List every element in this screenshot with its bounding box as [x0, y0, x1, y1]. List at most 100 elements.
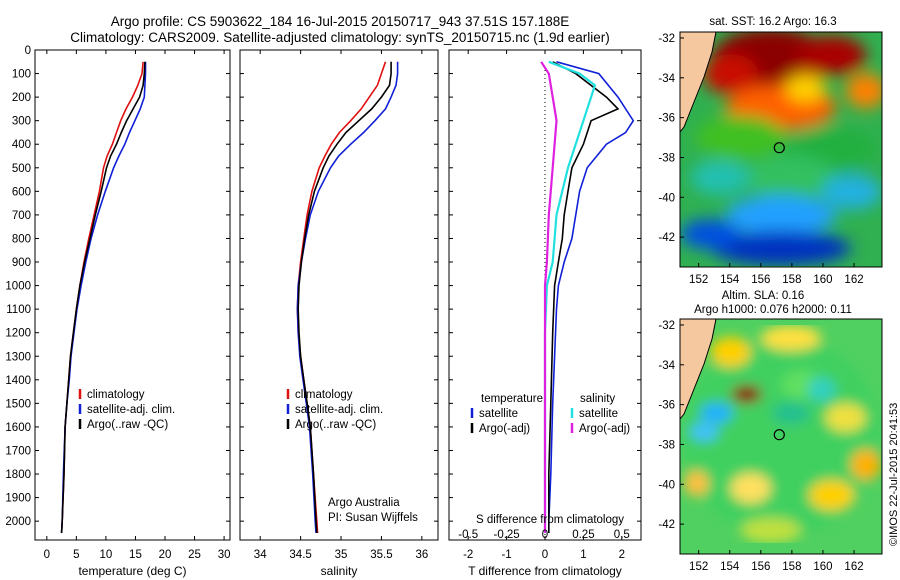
map-patch — [711, 230, 851, 266]
map-blobs — [681, 325, 881, 543]
map-y-tick-label: -34 — [658, 360, 675, 372]
land-mass — [680, 319, 717, 420]
x-tick-label-top: -0.25 — [493, 529, 519, 541]
y-tick-label: 1300 — [5, 351, 31, 363]
x-tick-label: -1 — [501, 549, 511, 561]
map-field — [680, 319, 882, 554]
map-x-tick-label: 158 — [782, 274, 801, 286]
map-patch — [700, 403, 733, 423]
y-tick-label: 400 — [12, 139, 31, 151]
map-y-tick-label: -42 — [658, 519, 675, 531]
map-patch — [730, 473, 771, 504]
map-frame — [679, 318, 883, 555]
map-patch — [740, 518, 801, 543]
x-tick-label: 25 — [188, 549, 201, 561]
x-tick-label: 10 — [100, 549, 113, 561]
profile-panel-3: -2 -1 0 1 2 T difference from climatology temp… — [448, 49, 642, 578]
sla-map: 152 154 156 158 160 162 -32 -34 -36 -38 -40 -42 Alti… — [658, 290, 883, 573]
series-group — [540, 60, 635, 540]
credit-text-wrap: ©IMOS 22-Jul-2015 20:41:53 — [874, 400, 900, 550]
y-tick-label: 1200 — [5, 328, 31, 340]
map-y-tick-label: -40 — [658, 479, 675, 491]
sst-map: 152 154 156 158 160 162 -32 -34 -36 -38 -40 -42 sat.… — [658, 16, 883, 286]
map-patch — [683, 471, 709, 496]
y-tick-label: 600 — [12, 186, 31, 198]
series-line-1 — [547, 61, 620, 533]
map-patch — [690, 160, 751, 196]
x-tick-label: 36 — [415, 549, 428, 561]
map-x-tick-label: 156 — [751, 561, 770, 573]
argo-location-marker — [773, 429, 785, 441]
map-field — [680, 32, 882, 267]
credit-text: ©IMOS 22-Jul-2015 20:41:53 — [888, 402, 900, 546]
legend-label: climatology — [295, 389, 353, 401]
map-patch — [746, 155, 837, 201]
x-tick-label-top: 0.5 — [614, 529, 630, 541]
x-tick-label-top: 0 — [542, 529, 548, 541]
map-x-tick-label: 154 — [720, 274, 740, 286]
map-y-tick-label: -42 — [658, 232, 675, 244]
chart-title-line2: Climatology: CARS2009. Satellite-adjuste… — [70, 30, 610, 45]
map-y-tick-label: -36 — [658, 400, 675, 412]
y-tick-label: 200 — [12, 92, 31, 104]
map-y-tick-label: -40 — [658, 192, 675, 204]
y-tick-label: 2000 — [5, 516, 31, 528]
x-tick-label-top: -0.5 — [458, 529, 478, 541]
legend-label: satellite-adj. clim. — [87, 404, 175, 416]
map-patch — [726, 195, 836, 236]
map-patch — [772, 402, 811, 424]
series-line-2 — [297, 61, 392, 533]
y-tick-label: 1800 — [5, 469, 31, 481]
map-x-tick-label: 158 — [782, 561, 801, 573]
y-tick-label: 1000 — [5, 281, 31, 293]
x-tick-label: -2 — [463, 549, 473, 561]
map-y-tick-label: -38 — [658, 439, 675, 451]
y-tick-label: 700 — [12, 210, 31, 222]
x-tick-label: 5 — [73, 549, 79, 561]
map-x-tick-label: 162 — [844, 274, 863, 286]
y-tick-label: 1700 — [5, 445, 31, 457]
map-blobs — [680, 32, 882, 266]
map-x-tick-label: 152 — [689, 561, 708, 573]
panel-frame — [34, 49, 231, 541]
map-x-tick-label: 160 — [813, 561, 832, 573]
y-tick-label: 1400 — [5, 375, 31, 387]
map-patch — [845, 73, 882, 109]
map-patch — [796, 35, 867, 76]
map-y-tick-label: -38 — [658, 152, 675, 164]
legend-label: satellite-adj. clim. — [295, 404, 383, 416]
y-tick-label: 1100 — [6, 304, 31, 316]
map-patch — [690, 422, 719, 441]
x-tick-label: 35 — [335, 549, 348, 561]
x-tick-label: 30 — [218, 549, 231, 561]
legend-title-temperature: temperature — [481, 393, 543, 405]
map-title: sat. SST: 16.2 Argo: 16.3 — [709, 16, 836, 28]
legend-label: Argo(..raw -QC) — [87, 419, 168, 431]
map-patch — [785, 74, 826, 103]
map-patch — [850, 449, 881, 480]
series-group — [60, 61, 147, 533]
y-tick-label: 1900 — [5, 493, 31, 505]
y-tick-label: 900 — [12, 257, 31, 269]
map-patch — [807, 377, 836, 402]
x-tick-label: 34.5 — [289, 549, 311, 561]
x-tick-label: 34 — [254, 549, 267, 561]
map-y-tick-label: -36 — [658, 113, 675, 125]
map-y-tick-label: -34 — [658, 73, 675, 85]
map-title: Argo h1000: 0.076 h2000: 0.11 — [694, 304, 852, 316]
map-x-tick-label: 162 — [844, 561, 863, 573]
map-patch — [695, 115, 786, 161]
map-patch — [731, 385, 762, 404]
y-tick-label: 300 — [12, 116, 31, 128]
series-line-0 — [547, 61, 635, 533]
map-patch — [703, 54, 758, 95]
y-tick-label: 0 — [25, 45, 31, 57]
map-patch — [680, 219, 741, 250]
x-tick-label: 1 — [580, 549, 586, 561]
x-tick-label: 0 — [542, 549, 548, 561]
land-mass — [680, 32, 717, 133]
x-axis-label: temperature (deg C) — [78, 564, 186, 578]
annotation-text: PI: Susan Wijffels — [328, 512, 418, 524]
map-x-tick-label: 156 — [751, 274, 770, 286]
